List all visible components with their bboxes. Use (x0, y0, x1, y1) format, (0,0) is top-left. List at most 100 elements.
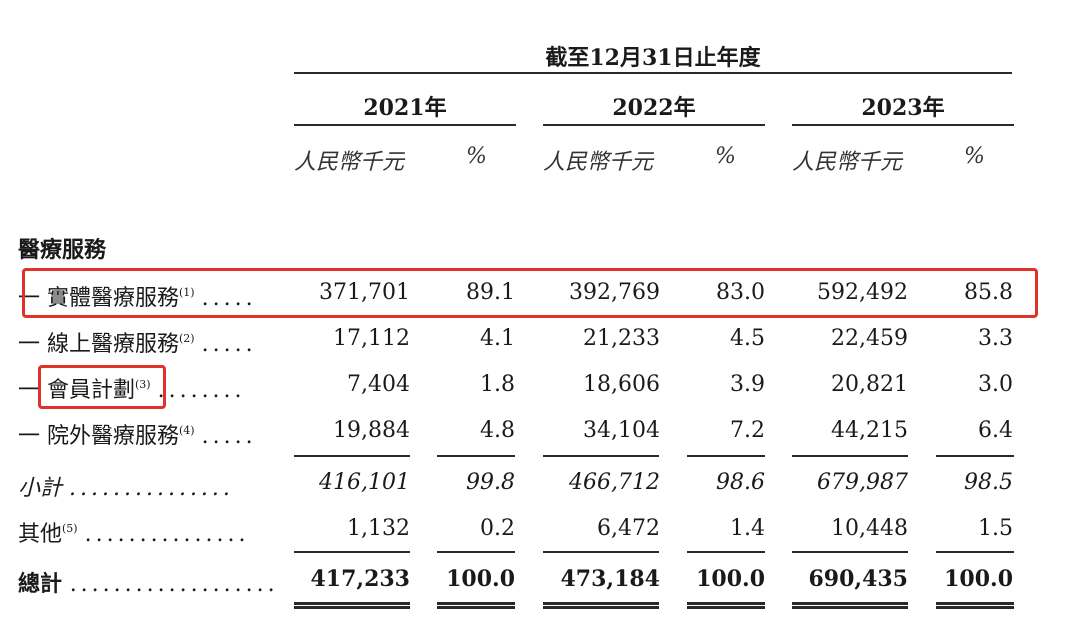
footnote-ref: (3) (135, 378, 151, 391)
subtotal-rule (294, 455, 410, 457)
other-label-text: 其他 (18, 522, 63, 547)
footnote-ref: (4) (179, 424, 195, 437)
unit-percent-2022: % (715, 144, 736, 169)
row-label-text: 一 實體醫療服務 (18, 286, 179, 311)
unit-percent-2023: % (964, 144, 985, 169)
cell-value: 22,459 (831, 326, 908, 351)
total-double-rule (294, 602, 410, 609)
cell-percent: 100.0 (446, 566, 515, 592)
total-rule (687, 551, 765, 553)
total-double-rule (437, 602, 515, 609)
unit-currency-2022: 人民幣千元 (543, 150, 654, 175)
year-2023: 2023年 (861, 95, 945, 121)
footnote-ref: (2) (179, 332, 195, 345)
cell-value: 44,215 (831, 418, 908, 443)
subtotal-rule (437, 455, 515, 457)
row-label-text: 一 會員計劃 (18, 378, 135, 403)
total-label: 總計 ................... (18, 566, 279, 598)
cell-percent: 85.8 (964, 280, 1013, 305)
cell-value: 466,712 (569, 470, 660, 495)
cell-percent: 3.9 (730, 372, 765, 397)
leader-dots: ..... (201, 424, 257, 449)
cell-percent: 100.0 (944, 566, 1013, 592)
cell-percent: 100.0 (696, 566, 765, 592)
row-label-offsite: 一 院外醫療服務(4) ..... (18, 418, 257, 450)
row-label-physical: 一 實體醫療服務(1) ..... (18, 280, 257, 312)
unit-currency-2021: 人民幣千元 (294, 150, 405, 175)
leader-dots: ............... (84, 522, 250, 547)
cell-value: 371,701 (319, 280, 410, 305)
row-label-text: 一 院外醫療服務 (18, 424, 179, 449)
footnote-ref: (1) (179, 286, 195, 299)
cell-value: 20,821 (831, 372, 908, 397)
subtotal-label: 小計 ............... (18, 470, 234, 502)
total-double-rule (687, 602, 765, 609)
cell-value: 7,404 (347, 372, 410, 397)
cell-value: 417,233 (310, 566, 410, 592)
cell-percent: 1.5 (978, 516, 1013, 541)
highlight-box-membership (38, 365, 166, 409)
header-rule (294, 72, 1012, 74)
total-rule (437, 551, 515, 553)
year-rule-2023 (792, 124, 1014, 126)
subtotal-rule (936, 455, 1014, 457)
leader-dots: ..... (201, 286, 257, 311)
highlight-box-physical-row (22, 268, 1038, 318)
cell-value: 679,987 (817, 470, 908, 495)
total-rule (936, 551, 1014, 553)
cell-percent: 0.2 (480, 516, 515, 541)
cell-percent: 6.4 (978, 418, 1013, 443)
cell-value: 473,184 (560, 566, 660, 592)
total-double-rule (792, 602, 908, 609)
total-double-rule (543, 602, 659, 609)
cell-value: 690,435 (808, 566, 908, 592)
row-label-text: 一 線上醫療服務 (18, 332, 179, 357)
cell-percent: 4.8 (480, 418, 515, 443)
year-rule-2021 (294, 124, 516, 126)
cell-percent: 98.5 (964, 470, 1013, 495)
cell-percent: 83.0 (716, 280, 765, 305)
row-label-membership: 一 會員計劃(3) ........ (18, 372, 246, 404)
cell-value: 19,884 (333, 418, 410, 443)
section-title: 醫療服務 (18, 237, 107, 263)
cell-percent: 3.3 (978, 326, 1013, 351)
row-label-online: 一 線上醫療服務(2) ..... (18, 326, 257, 358)
cell-percent: 1.4 (730, 516, 765, 541)
subtotal-rule (543, 455, 659, 457)
leader-dots: ..... (201, 332, 257, 357)
unit-percent-2021: % (466, 144, 487, 169)
total-rule (294, 551, 410, 553)
footnote-ref: (5) (62, 522, 78, 535)
cell-value: 392,769 (569, 280, 660, 305)
cell-value: 592,492 (817, 280, 908, 305)
cell-value: 21,233 (583, 326, 660, 351)
unit-currency-2023: 人民幣千元 (792, 150, 903, 175)
cell-percent: 7.2 (730, 418, 765, 443)
cell-percent: 1.8 (480, 372, 515, 397)
cell-value: 17,112 (333, 326, 410, 351)
cell-value: 10,448 (831, 516, 908, 541)
year-2022: 2022年 (612, 95, 696, 121)
cell-percent: 3.0 (978, 372, 1013, 397)
cell-value: 416,101 (319, 470, 410, 495)
cell-percent: 4.1 (480, 326, 515, 351)
cell-percent: 89.1 (466, 280, 515, 305)
total-double-rule (936, 602, 1014, 609)
total-rule (543, 551, 659, 553)
leader-dots: ................... (69, 572, 279, 597)
subtotal-rule (687, 455, 765, 457)
leader-dots: ............... (69, 476, 234, 501)
cell-value: 34,104 (583, 418, 660, 443)
leader-dots: ........ (157, 378, 246, 403)
cell-value: 18,606 (583, 372, 660, 397)
year-2021: 2021年 (363, 95, 447, 121)
cell-percent: 99.8 (466, 470, 515, 495)
cell-value: 6,472 (597, 516, 660, 541)
year-rule-2022 (543, 124, 765, 126)
total-label-text: 總計 (18, 571, 63, 597)
cell-percent: 4.5 (730, 326, 765, 351)
total-rule (792, 551, 908, 553)
other-label: 其他(5) ............... (18, 516, 250, 548)
cell-percent: 98.6 (716, 470, 765, 495)
period-header: 截至12月31日止年度 (545, 45, 761, 71)
